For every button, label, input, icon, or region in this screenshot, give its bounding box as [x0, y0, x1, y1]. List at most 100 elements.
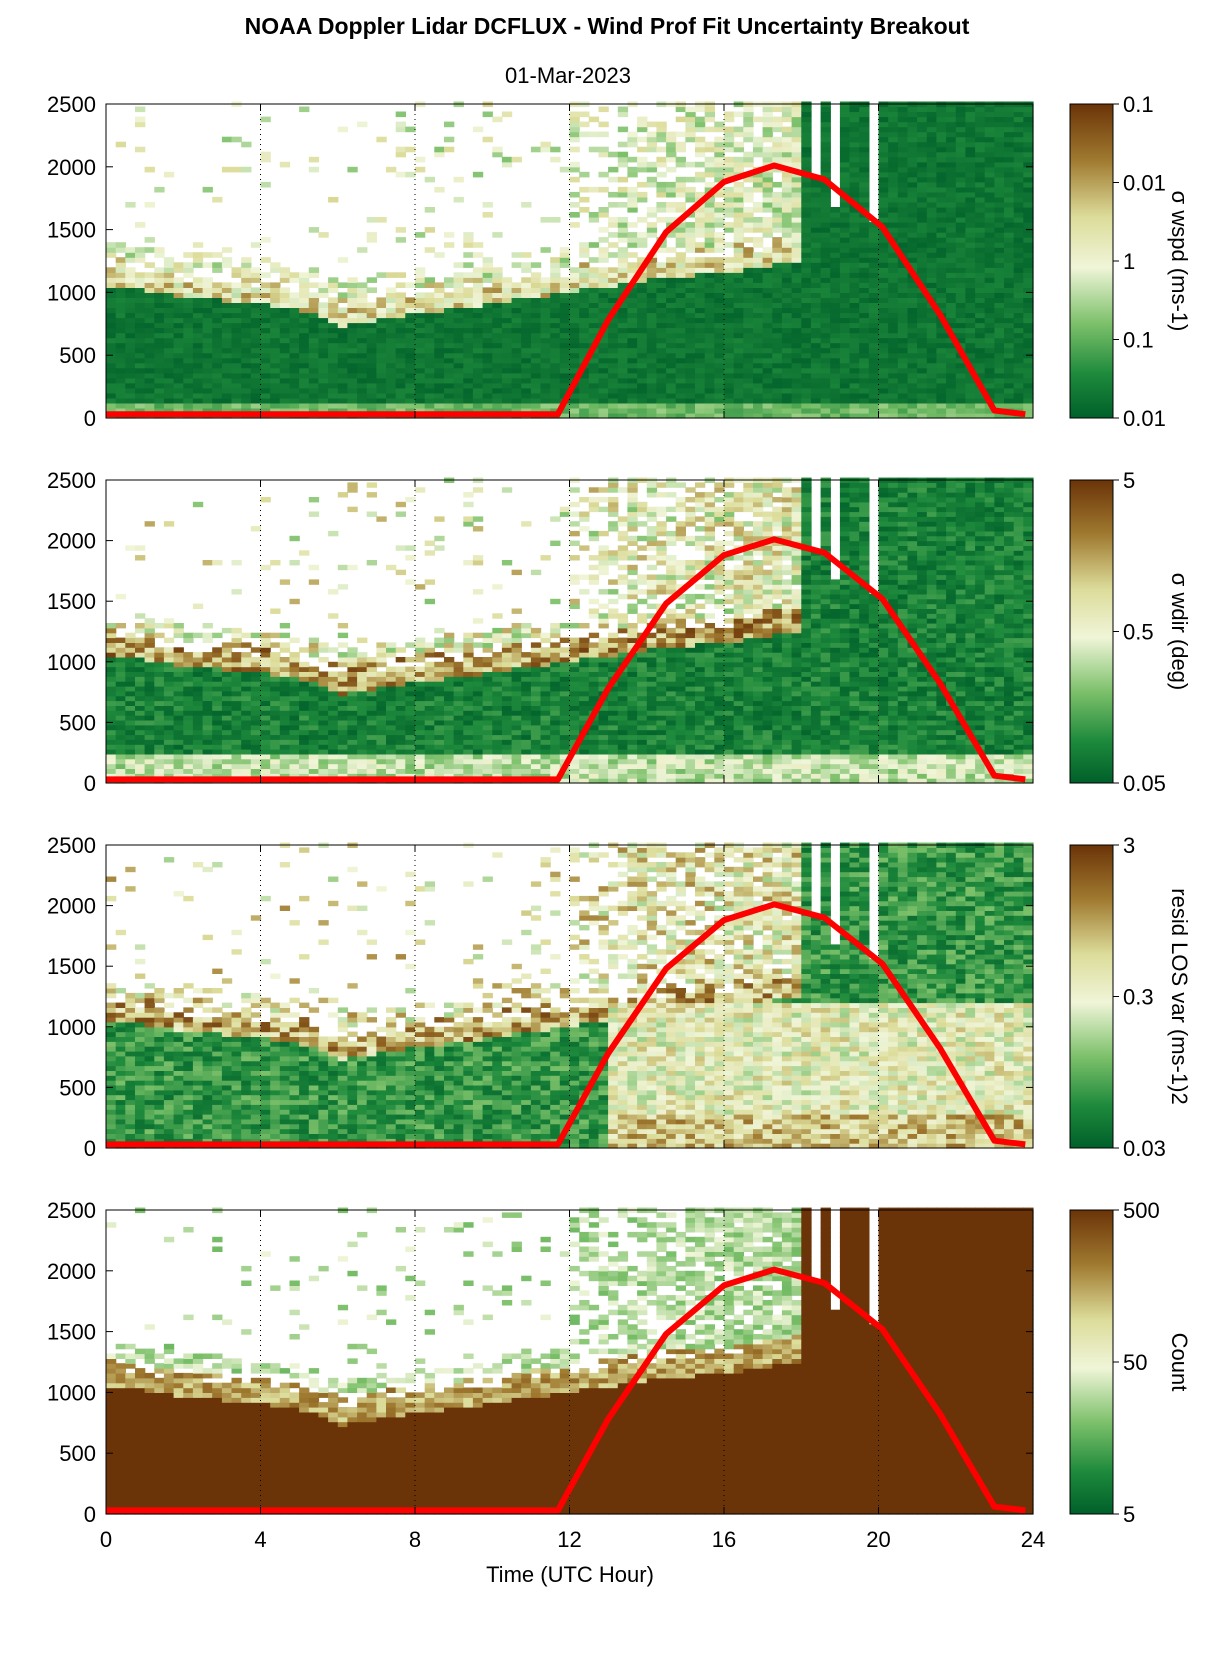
- heatmap-cell: [395, 392, 406, 399]
- heatmap-cell: [279, 749, 291, 755]
- heatmap-cell: [984, 387, 995, 394]
- heatmap-cell: [163, 397, 175, 404]
- heatmap-cell: [135, 681, 146, 687]
- heatmap-cell: [637, 382, 648, 389]
- heatmap-cell: [955, 382, 967, 389]
- heatmap-cell: [241, 705, 252, 711]
- heatmap-cell: [154, 734, 165, 740]
- heatmap-cell: [135, 252, 146, 258]
- heatmap-cell: [772, 252, 783, 258]
- heatmap-cell: [666, 232, 677, 238]
- heatmap-cell: [888, 247, 899, 253]
- heatmap-cell: [337, 327, 349, 334]
- heatmap-cell: [289, 666, 300, 672]
- heatmap-cell: [125, 715, 136, 721]
- heatmap-cell: [328, 613, 339, 619]
- heatmap-cell: [878, 146, 889, 153]
- heatmap-cell: [115, 657, 126, 663]
- heatmap-cell: [830, 272, 841, 278]
- heatmap-cell: [106, 637, 117, 643]
- heatmap-cell: [106, 753, 117, 760]
- heatmap-cell: [231, 282, 242, 288]
- heatmap-cell: [289, 347, 300, 354]
- heatmap-cell: [859, 282, 870, 288]
- heatmap-cell: [878, 362, 889, 369]
- heatmap-cell: [936, 327, 947, 334]
- heatmap-cell: [598, 413, 609, 419]
- heatmap-cell: [646, 362, 658, 369]
- heatmap-cell: [434, 367, 445, 374]
- heatmap-cell: [627, 186, 638, 193]
- heatmap-cell: [444, 387, 455, 394]
- heatmap-cell: [820, 222, 831, 228]
- chart-title: NOAA Doppler Lidar DCFLUX - Wind Prof Fi…: [245, 13, 970, 39]
- heatmap-cell: [588, 131, 600, 138]
- heatmap-cell: [1013, 312, 1024, 319]
- heatmap-cell: [656, 217, 667, 223]
- heatmap-cell: [299, 550, 310, 556]
- heatmap-cell: [424, 277, 435, 283]
- heatmap-cell: [270, 724, 281, 731]
- heatmap-cell: [415, 372, 426, 379]
- heatmap-cell: [318, 322, 329, 329]
- heatmap-cell: [328, 739, 339, 745]
- heatmap-cell: [202, 322, 213, 329]
- heatmap-cell: [192, 768, 204, 774]
- heatmap-cell: [762, 357, 773, 364]
- heatmap-cell: [926, 347, 938, 354]
- heatmap-cell: [212, 773, 223, 779]
- heatmap-cell: [849, 347, 860, 354]
- heatmap-cell: [675, 372, 686, 379]
- heatmap-cell: [724, 222, 735, 228]
- heatmap-cell: [656, 297, 667, 303]
- heatmap-cell: [559, 252, 571, 258]
- heatmap-cell: [897, 292, 909, 298]
- heatmap-cell: [192, 603, 204, 609]
- heatmap-cell: [173, 753, 184, 760]
- heatmap-cell: [530, 312, 542, 319]
- heatmap-cell: [231, 729, 242, 736]
- heatmap-cell: [163, 367, 175, 374]
- heatmap-cell: [1004, 267, 1015, 273]
- heatmap-cell: [144, 623, 155, 629]
- heatmap-cell: [270, 700, 281, 706]
- heatmap-cell: [202, 676, 213, 682]
- heatmap-cell: [183, 357, 194, 364]
- heatmap-cell: [192, 362, 204, 369]
- heatmap-cell: [106, 686, 117, 692]
- heatmap-cell: [299, 302, 310, 308]
- heatmap-cell: [144, 744, 155, 750]
- heatmap-cell: [781, 191, 793, 198]
- heatmap-cell: [695, 141, 706, 148]
- heatmap-cell: [743, 402, 754, 409]
- heatmap-cell: [328, 589, 339, 595]
- heatmap-cell: [183, 753, 194, 760]
- heatmap-cell: [753, 302, 764, 308]
- heatmap-cell: [849, 372, 860, 379]
- heatmap-cell: [588, 322, 600, 329]
- heatmap-cell: [482, 357, 493, 364]
- heatmap-cell: [192, 705, 204, 711]
- heatmap-cell: [859, 166, 870, 173]
- heatmap-cell: [279, 292, 291, 298]
- heatmap-cell: [926, 307, 938, 314]
- heatmap-cell: [926, 287, 938, 293]
- heatmap-cell: [955, 402, 967, 409]
- heatmap-cell: [878, 327, 889, 334]
- heatmap-cell: [1013, 357, 1024, 364]
- heatmap-cell: [115, 676, 126, 682]
- heatmap-cell: [482, 111, 493, 118]
- heatmap-cell: [579, 252, 590, 258]
- heatmap-cell: [106, 681, 117, 687]
- heatmap-cell: [598, 297, 609, 303]
- heatmap-cell: [173, 632, 184, 639]
- heatmap-cell: [212, 196, 223, 203]
- heatmap-cell: [212, 408, 223, 414]
- heatmap-cell: [666, 282, 677, 288]
- heatmap-cell: [646, 181, 658, 188]
- heatmap-cell: [878, 131, 889, 138]
- heatmap-cell: [897, 227, 909, 233]
- heatmap-cell: [308, 744, 320, 750]
- heatmap-cell: [753, 257, 764, 263]
- heatmap-cell: [675, 116, 686, 123]
